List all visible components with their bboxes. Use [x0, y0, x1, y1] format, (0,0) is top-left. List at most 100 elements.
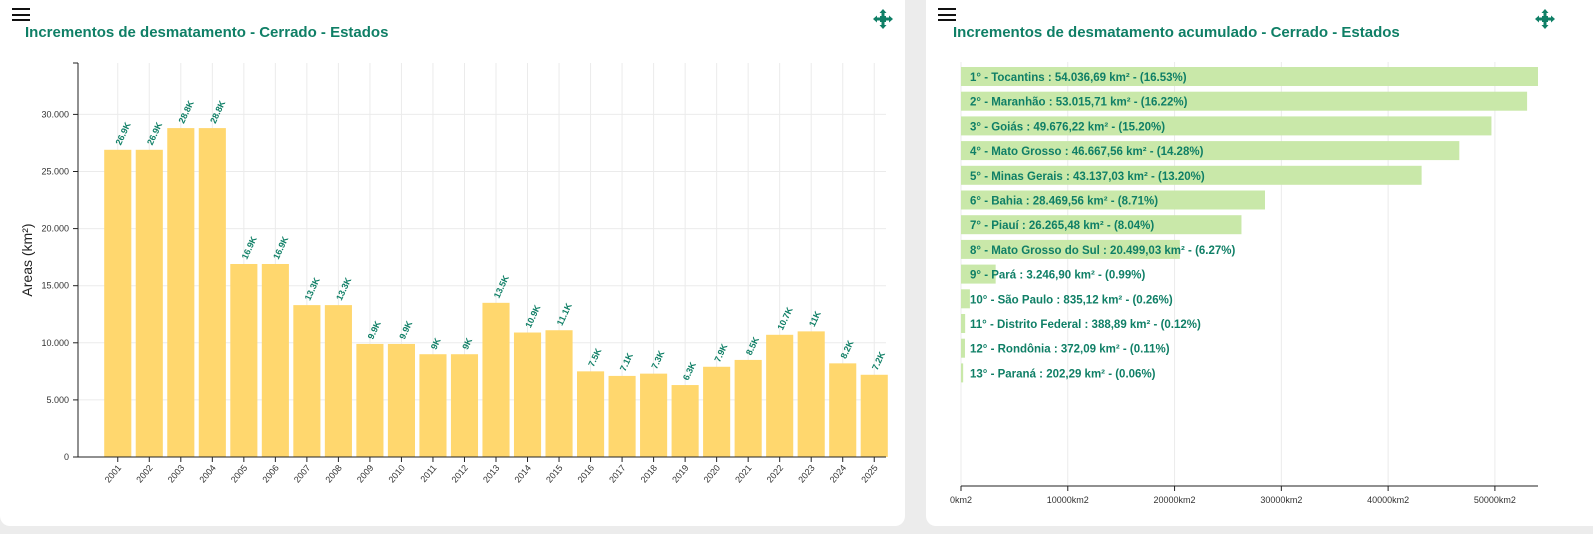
bar-2005	[230, 263, 258, 457]
y-tick: 30.000	[41, 109, 78, 119]
bar-2021	[734, 359, 762, 457]
y-tick-label: 10.000	[41, 338, 69, 348]
bar-2024	[829, 363, 857, 457]
bar-2004	[198, 128, 226, 458]
bar-label: 11° - Distrito Federal : 388,89 km² - (0…	[970, 319, 1201, 331]
bar-label: 10° - São Paulo : 835,12 km² - (0.26%)	[970, 294, 1173, 306]
x-tick-label: 2011	[418, 463, 438, 484]
x-tick: 2023	[796, 457, 817, 485]
x-tick-label: 2009	[355, 463, 376, 485]
x-tick-label: 30000km2	[1260, 495, 1302, 505]
bar-2019	[671, 385, 699, 457]
bar-2015	[545, 330, 573, 457]
bar-label: 9° - Pará : 3.246,90 km² - (0.99%)	[970, 270, 1145, 282]
data-label: 10.7K	[775, 305, 794, 331]
bar-2010	[387, 343, 415, 457]
menu-icon[interactable]	[12, 8, 30, 21]
data-label: 26.9K	[114, 120, 133, 146]
bar-label: 7° - Piauí : 26.265,48 km² - (8.04%)	[970, 220, 1154, 232]
x-tick: 2002	[134, 457, 155, 485]
data-label: 11.1K	[555, 301, 574, 327]
x-tick-label: 2015	[544, 463, 565, 485]
bar-Distrito Federal	[961, 314, 966, 333]
x-tick-label: 2019	[670, 463, 691, 485]
data-label: 28.8K	[177, 98, 196, 124]
x-tick-label: 2003	[166, 463, 187, 485]
bar-label: 6° - Bahia : 28.469,56 km² - (8.71%)	[970, 196, 1158, 208]
y-tick-label: 25.000	[41, 166, 69, 176]
data-label: 16.9K	[240, 234, 259, 260]
expand-arrows-icon[interactable]	[1534, 8, 1556, 30]
x-tick: 2010	[386, 457, 407, 485]
x-tick: 2006	[260, 457, 281, 485]
data-label: 7.9K	[712, 342, 729, 364]
bar-2003	[167, 128, 195, 458]
bar-2016	[577, 371, 605, 457]
data-label: 13.3K	[303, 276, 322, 302]
x-tick-label: 2022	[765, 463, 786, 485]
bar-2022	[766, 334, 794, 457]
x-tick: 2022	[765, 457, 786, 485]
x-tick-label: 2006	[260, 463, 281, 485]
bar-Piauí	[961, 215, 1242, 235]
x-tick: 40000km2	[1367, 486, 1409, 505]
bar-2017	[608, 375, 636, 457]
bar-2008	[324, 305, 352, 457]
x-tick: 2001	[103, 457, 123, 485]
data-label: 7.1K	[618, 351, 635, 373]
bar-2006	[261, 263, 289, 457]
data-label: 10.9K	[523, 303, 542, 329]
expand-arrows-icon[interactable]	[872, 8, 894, 30]
bar-Mato Grosso do Sul	[961, 239, 1180, 259]
x-tick: 2009	[355, 457, 376, 485]
y-axis-label: Areas (km²)	[19, 223, 35, 296]
bar-Bahia	[961, 190, 1265, 210]
x-tick: 2015	[544, 457, 565, 485]
x-tick: 2011	[418, 457, 438, 484]
x-tick: 2012	[449, 457, 470, 485]
x-tick-label: 10000km2	[1047, 495, 1089, 505]
data-label: 6.3K	[681, 360, 698, 382]
data-label: 26.9K	[145, 120, 164, 146]
x-tick: 2014	[513, 457, 534, 485]
y-tick: 5.000	[46, 395, 78, 405]
x-tick-label: 2002	[134, 463, 155, 485]
x-tick: 0km2	[950, 486, 972, 505]
data-label: 28.8K	[208, 98, 227, 124]
y-tick-label: 15.000	[41, 281, 69, 291]
x-tick: 2007	[292, 457, 313, 485]
bar-2018	[640, 373, 668, 457]
bar-Minas Gerais	[961, 165, 1422, 185]
x-tick-label: 40000km2	[1367, 495, 1409, 505]
x-tick-label: 2007	[292, 463, 313, 485]
bar-2014	[513, 332, 542, 457]
x-tick-label: 2014	[513, 463, 534, 485]
bar-Tocantins	[961, 67, 1538, 86]
x-tick-label: 2024	[828, 463, 849, 485]
data-label: 9.9K	[366, 319, 383, 341]
x-tick: 2021	[733, 457, 754, 485]
data-label: 16.9K	[271, 234, 290, 260]
bar-label: 8° - Mato Grosso do Sul : 20.499,03 km² …	[970, 245, 1236, 257]
bar-2001	[104, 149, 132, 458]
menu-icon[interactable]	[938, 8, 956, 21]
x-tick-label: 2013	[481, 463, 502, 485]
y-tick: 0	[64, 452, 78, 462]
x-tick: 30000km2	[1260, 486, 1302, 505]
data-label: 13.5K	[492, 273, 511, 299]
x-tick-label: 2016	[576, 463, 597, 485]
x-tick-label: 2023	[796, 463, 817, 485]
x-tick: 2024	[828, 457, 849, 485]
y-tick-label: 20.000	[41, 224, 69, 234]
x-tick-label: 50000km2	[1474, 495, 1516, 505]
x-tick: 2019	[670, 457, 691, 485]
x-tick: 2003	[166, 457, 187, 485]
y-tick-label: 30.000	[41, 109, 69, 119]
chart-title: Incrementos de desmatamento - Cerrado - …	[25, 24, 389, 41]
bar-label: 5° - Minas Gerais : 43.137,03 km² - (13.…	[970, 171, 1205, 183]
x-tick: 20000km2	[1154, 486, 1196, 505]
data-label: 8.2K	[838, 338, 855, 360]
bar-label: 4° - Mato Grosso : 46.667,56 km² - (14.2…	[970, 146, 1204, 158]
x-tick-label: 2017	[607, 463, 628, 485]
x-tick: 2005	[229, 457, 249, 485]
